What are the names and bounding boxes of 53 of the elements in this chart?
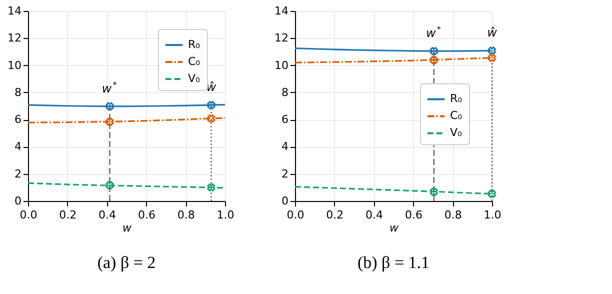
text: (b) β = 1.1: [357, 253, 430, 272]
ref-line-label: ŵ: [487, 26, 498, 40]
x-tick-label: 0.4: [98, 208, 116, 222]
y-tick-label: 8: [282, 86, 288, 99]
legend-label: V₀: [188, 72, 201, 85]
point: [207, 100, 216, 110]
x-tick-label: 1.0: [216, 208, 234, 222]
x-tick-label: 0.6: [138, 208, 156, 222]
y-tick-label: 2: [14, 167, 22, 180]
y-tick-label: 10: [274, 58, 288, 72]
y-tick-label: 14: [8, 4, 22, 18]
x-tick-label: 1.0: [484, 208, 502, 222]
y-tick-label: 0: [14, 194, 22, 208]
x-tick-label: 0.4: [366, 208, 384, 222]
legend-label: C₀: [188, 55, 201, 68]
x-tick-label: 0.0: [286, 208, 304, 222]
point: [106, 102, 114, 110]
x-tick-label: 0.6: [404, 208, 422, 222]
legend-label: R₀: [450, 92, 463, 106]
y-tick-label: 8: [14, 86, 22, 99]
legend-label: C₀: [450, 109, 463, 122]
x-tick-label: 0.0: [20, 208, 38, 222]
x-tick-label: 0.2: [59, 208, 77, 222]
point: [106, 118, 114, 126]
x-tick-label: 0.8: [444, 208, 462, 222]
text: (a) β = 2: [97, 253, 156, 272]
point: [430, 188, 438, 196]
y-tick-label: 10: [8, 58, 22, 72]
point: [106, 181, 114, 190]
legend-label: V₀: [450, 126, 463, 140]
y-tick-label: 4: [282, 140, 288, 154]
y-tick-label: 12: [274, 32, 288, 45]
y-tick-label: 0: [282, 194, 288, 208]
point: [488, 54, 496, 62]
ref-line-label: w*: [102, 80, 117, 96]
point: [430, 46, 438, 56]
x-axis-title: w: [122, 222, 132, 234]
point: [430, 56, 438, 64]
x-tick-label: 0.8: [177, 208, 195, 222]
x-tick-label: 0.2: [326, 208, 344, 222]
point: [207, 183, 216, 192]
legend-label: R₀: [188, 38, 201, 51]
y-tick-label: 6: [14, 113, 22, 126]
y-tick-label: 6: [282, 113, 288, 126]
y-tick-label: 4: [14, 140, 22, 154]
y-tick-label: 14: [274, 4, 288, 18]
x-axis-title: w: [390, 222, 398, 234]
y-tick-label: 12: [8, 32, 22, 45]
y-tick-label: 2: [282, 167, 288, 180]
point: [488, 46, 496, 55]
point: [207, 114, 216, 123]
point: [488, 190, 496, 198]
ref-line-label: w*: [426, 25, 441, 40]
